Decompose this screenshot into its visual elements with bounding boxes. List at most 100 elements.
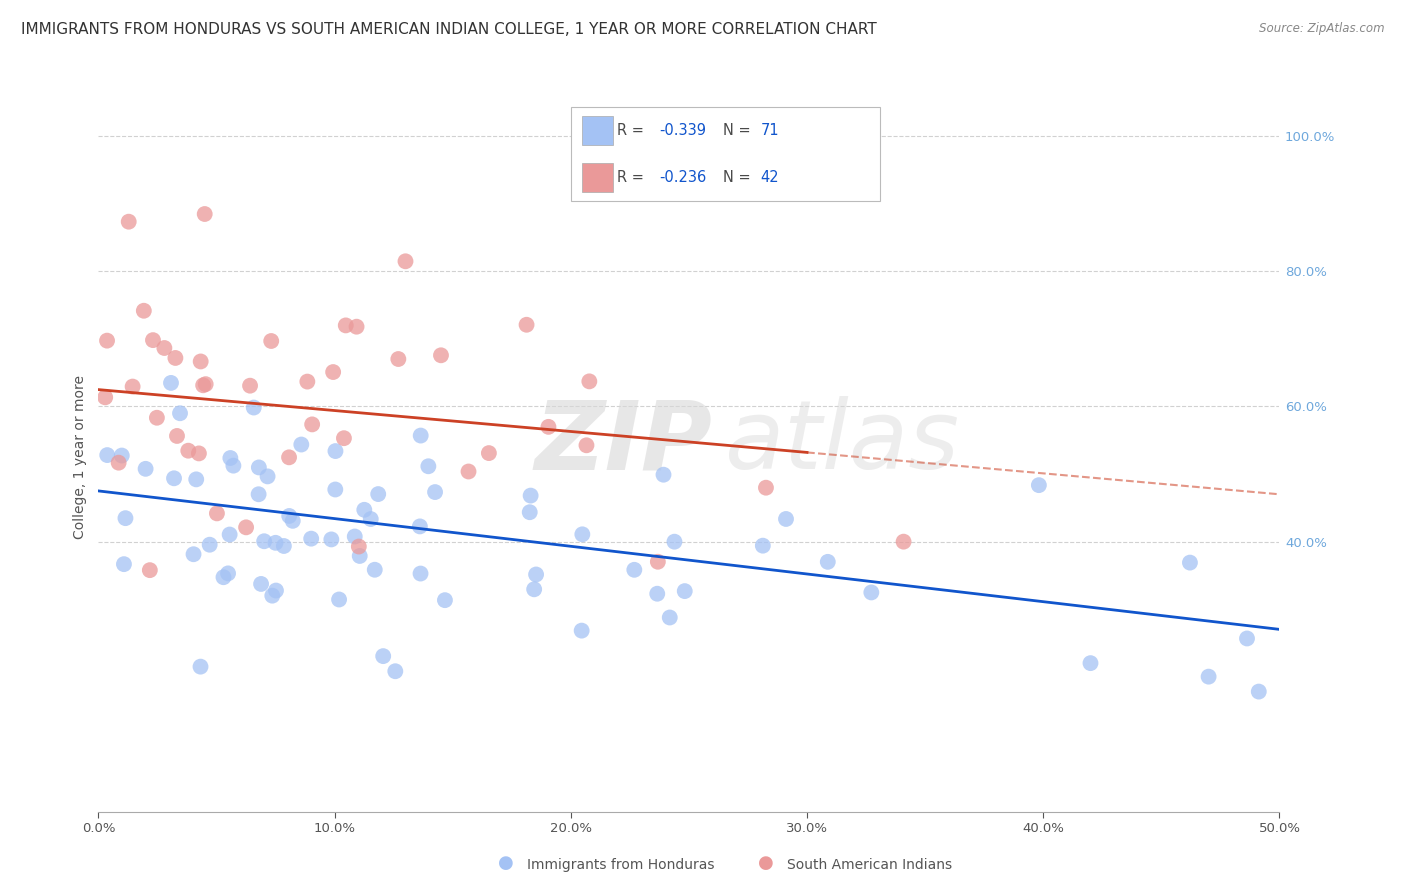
Text: -0.236: -0.236 bbox=[659, 169, 707, 185]
Point bbox=[139, 563, 162, 577]
Point bbox=[256, 469, 278, 483]
Point bbox=[652, 467, 675, 482]
Point bbox=[752, 539, 775, 553]
Point bbox=[578, 375, 600, 389]
Point bbox=[322, 365, 344, 379]
Point bbox=[153, 341, 176, 355]
Point bbox=[160, 376, 183, 390]
Point bbox=[194, 377, 217, 392]
Point bbox=[384, 665, 406, 679]
Point bbox=[190, 659, 212, 673]
Text: -0.339: -0.339 bbox=[659, 123, 706, 138]
Point bbox=[775, 512, 797, 526]
Point bbox=[118, 215, 141, 229]
Point bbox=[218, 527, 240, 541]
Point bbox=[335, 318, 357, 333]
Point bbox=[187, 446, 209, 460]
Point bbox=[290, 437, 312, 451]
Point bbox=[247, 487, 270, 501]
Text: atlas: atlas bbox=[724, 396, 959, 490]
Point bbox=[205, 507, 228, 521]
Point bbox=[333, 431, 356, 445]
Point bbox=[278, 508, 301, 523]
Point bbox=[430, 348, 453, 362]
Point bbox=[360, 512, 382, 526]
Point bbox=[418, 459, 440, 474]
Point bbox=[860, 585, 883, 599]
Point bbox=[571, 527, 593, 541]
Point bbox=[1028, 478, 1050, 492]
Point bbox=[323, 483, 346, 497]
Point bbox=[523, 582, 546, 597]
Point bbox=[423, 485, 446, 500]
Text: ●: ● bbox=[758, 855, 775, 872]
Point bbox=[1198, 670, 1220, 684]
Point bbox=[222, 458, 245, 473]
Text: ●: ● bbox=[498, 855, 515, 872]
Point bbox=[893, 534, 915, 549]
Point bbox=[364, 563, 387, 577]
Point bbox=[198, 538, 221, 552]
Point bbox=[299, 532, 322, 546]
Point bbox=[524, 567, 547, 582]
Text: ZIP: ZIP bbox=[534, 396, 713, 490]
Text: IMMIGRANTS FROM HONDURAS VS SOUTH AMERICAN INDIAN COLLEGE, 1 YEAR OR MORE CORREL: IMMIGRANTS FROM HONDURAS VS SOUTH AMERIC… bbox=[21, 22, 877, 37]
Point bbox=[537, 420, 560, 434]
Point bbox=[217, 566, 239, 581]
Point bbox=[242, 401, 264, 415]
Point bbox=[146, 410, 169, 425]
Point bbox=[114, 511, 136, 525]
Point bbox=[135, 462, 157, 476]
Point bbox=[112, 557, 135, 571]
Point bbox=[433, 593, 456, 607]
Point bbox=[673, 584, 696, 599]
Point bbox=[273, 539, 295, 553]
Point bbox=[658, 610, 681, 624]
Point bbox=[1236, 632, 1258, 646]
Point bbox=[409, 519, 432, 533]
Point bbox=[1080, 656, 1102, 670]
Text: N =: N = bbox=[723, 169, 755, 185]
Point bbox=[519, 505, 541, 519]
Point bbox=[235, 520, 257, 534]
Point bbox=[664, 534, 686, 549]
Point bbox=[278, 450, 301, 465]
Point bbox=[328, 592, 350, 607]
Point bbox=[457, 465, 479, 479]
Point bbox=[107, 456, 129, 470]
Point bbox=[301, 417, 323, 432]
Text: South American Indians: South American Indians bbox=[787, 858, 952, 872]
Point bbox=[183, 547, 205, 561]
Point bbox=[347, 540, 370, 554]
Text: 42: 42 bbox=[761, 169, 779, 185]
Point bbox=[94, 390, 117, 404]
Y-axis label: College, 1 year or more: College, 1 year or more bbox=[73, 376, 87, 539]
Point bbox=[121, 379, 143, 393]
Point bbox=[373, 649, 395, 664]
Point bbox=[190, 354, 212, 368]
Point bbox=[260, 334, 283, 348]
Point bbox=[519, 489, 541, 503]
Text: Source: ZipAtlas.com: Source: ZipAtlas.com bbox=[1260, 22, 1385, 36]
Point bbox=[343, 529, 366, 543]
Point bbox=[281, 514, 304, 528]
Point bbox=[142, 333, 165, 347]
Point bbox=[264, 583, 287, 598]
Point bbox=[575, 438, 598, 452]
Point bbox=[194, 207, 217, 221]
Point bbox=[169, 406, 191, 420]
Point bbox=[166, 429, 188, 443]
Point bbox=[647, 555, 669, 569]
Text: R =: R = bbox=[617, 169, 648, 185]
Point bbox=[755, 481, 778, 495]
Point bbox=[186, 472, 208, 486]
Point bbox=[1178, 556, 1201, 570]
Point bbox=[219, 450, 242, 465]
Text: 71: 71 bbox=[761, 123, 779, 138]
Point bbox=[516, 318, 538, 332]
Point bbox=[264, 536, 287, 550]
Point bbox=[645, 587, 668, 601]
Point bbox=[96, 334, 118, 348]
Point bbox=[111, 449, 134, 463]
Point bbox=[387, 351, 409, 366]
